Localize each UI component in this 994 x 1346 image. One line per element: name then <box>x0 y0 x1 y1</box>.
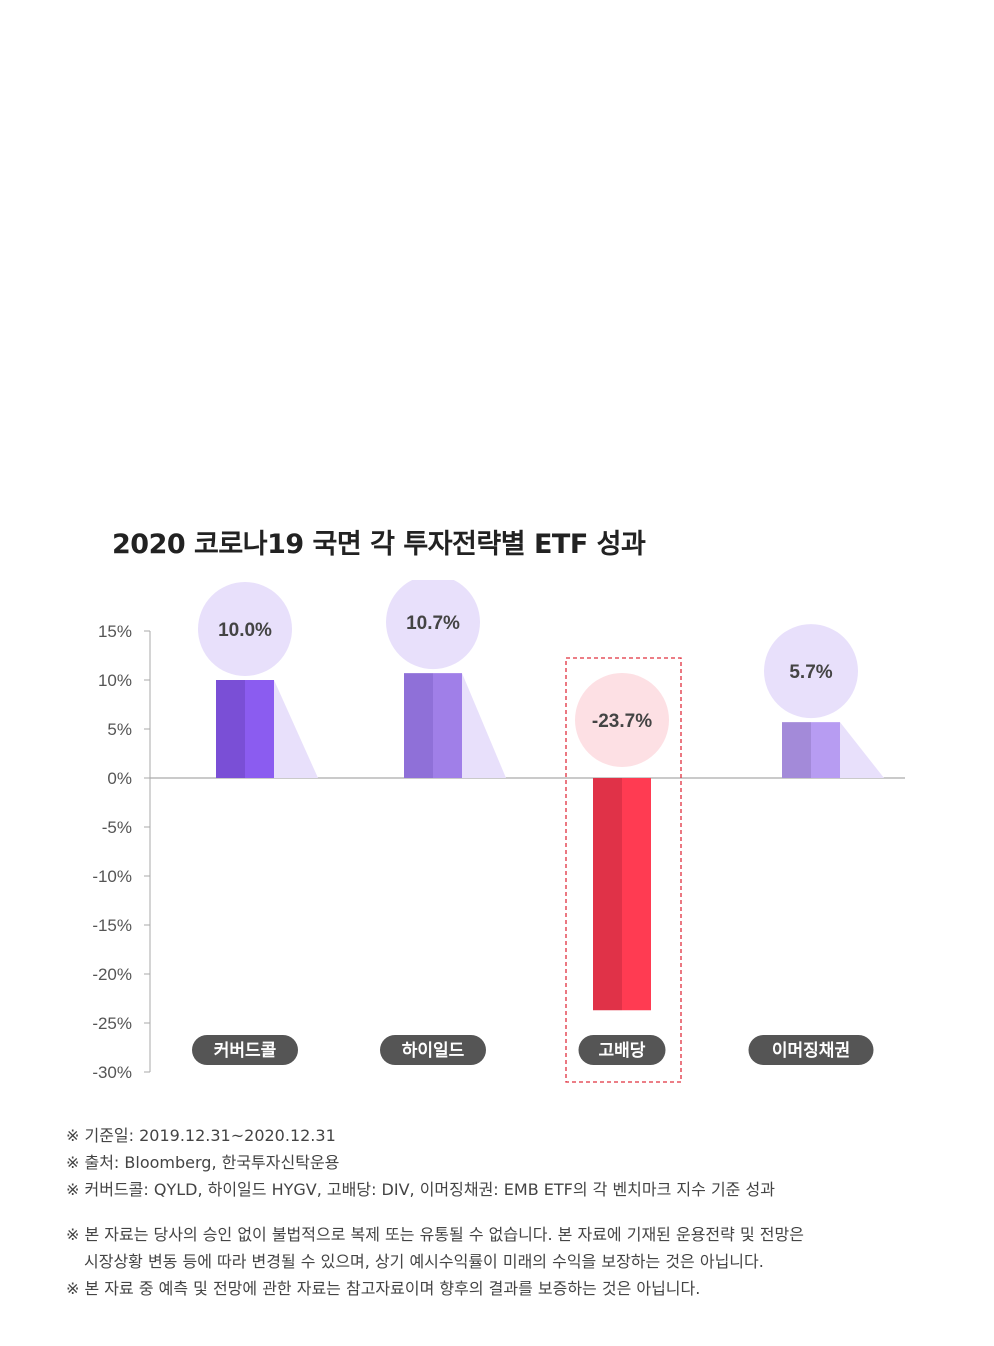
y-tick-label: 0% <box>107 769 132 788</box>
category-pill <box>192 1035 298 1065</box>
note-source: ※ 출처: Bloomberg, 한국투자신탁운용 <box>66 1153 340 1172</box>
bar-shadow <box>274 680 318 778</box>
category-label: 하이일드 <box>402 1041 465 1061</box>
value-label: 10.0% <box>218 620 272 641</box>
bar <box>811 722 840 778</box>
bar-left-half <box>593 778 622 1011</box>
y-tick-label: -30% <box>92 1063 132 1082</box>
note-benchmarks: ※ 커버드콜: QYLD, 하이일드 HYGV, 고배당: DIV, 이머징채권… <box>66 1180 775 1199</box>
y-tick-label: -25% <box>92 1014 132 1033</box>
bar-left-half <box>404 673 433 778</box>
bar-left-half <box>216 680 245 778</box>
value-bubble <box>575 673 669 767</box>
y-tick-label: 5% <box>107 720 132 739</box>
category-pill <box>578 1035 666 1065</box>
chart-title: 2020 코로나19 국면 각 투자전략별 ETF 성과 <box>112 529 646 560</box>
bar-left-half <box>782 722 811 778</box>
y-tick-label: -15% <box>92 916 132 935</box>
category-label: 고배당 <box>599 1041 646 1061</box>
value-bubble <box>386 580 480 670</box>
footnotes: ※ 기준일: 2019.12.31~2020.12.31 ※ 출처: Bloom… <box>66 1122 956 1302</box>
note-disclaimer-1-cont: 시장상황 변동 등에 따라 변경될 수 있으며, 상기 예시수익률이 미래의 수… <box>84 1252 764 1271</box>
y-tick-label: 15% <box>98 622 132 641</box>
bar-shadow <box>462 673 506 778</box>
note-base-date: ※ 기준일: 2019.12.31~2020.12.31 <box>66 1126 336 1145</box>
value-label: 10.7% <box>406 613 460 634</box>
category-label: 이머징채권 <box>772 1041 850 1061</box>
value-label: 5.7% <box>789 662 832 683</box>
y-tick-label: -10% <box>92 867 132 886</box>
y-tick-label: -5% <box>102 818 132 837</box>
value-label: -23.7% <box>592 711 652 732</box>
note-disclaimer-2: ※ 본 자료 중 예측 및 전망에 관한 자료는 참고자료이며 향후의 결과를 … <box>66 1279 701 1298</box>
category-pill <box>380 1035 486 1065</box>
category-pill <box>748 1035 874 1065</box>
note-disclaimer-1: ※ 본 자료는 당사의 승인 없이 불법적으로 복제 또는 유통될 수 없습니다… <box>66 1225 804 1244</box>
bar <box>245 680 274 778</box>
value-bubble <box>198 582 292 676</box>
y-tick-label: 10% <box>98 671 132 690</box>
bar-chart: 15% 10% 5% 0% -5% -10% -15% -20% -25% -30% 10.0% 커버… <box>92 580 905 1083</box>
category-label: 커버드콜 <box>214 1041 277 1061</box>
value-bubble <box>764 624 858 719</box>
bar <box>433 673 462 778</box>
bar-shadow <box>840 722 884 778</box>
bar <box>622 778 651 1011</box>
y-tick-label: -20% <box>92 965 132 984</box>
highlight-box <box>565 657 682 1083</box>
